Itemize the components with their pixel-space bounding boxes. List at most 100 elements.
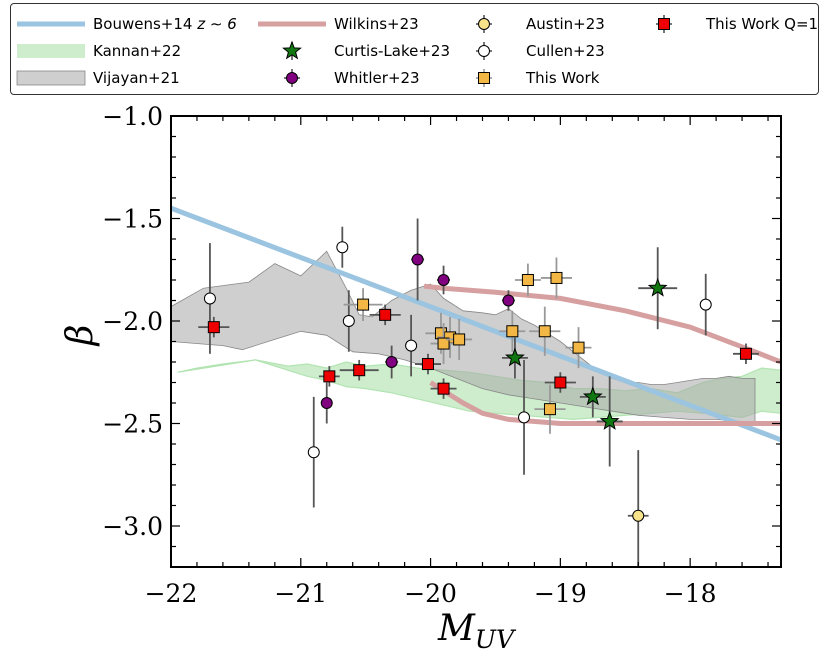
thisworkq1-point: [415, 353, 441, 375]
whitler-marker: [502, 294, 515, 307]
y-tick-label: −1.0: [102, 102, 163, 131]
austin-point: [627, 450, 649, 567]
thisworkq1-marker: [554, 376, 567, 389]
thiswork-marker: [521, 274, 534, 286]
legend-entry-vijayan: Vijayan+21: [15, 67, 180, 89]
cullen-point: [342, 290, 355, 352]
legend-symbol-kannan: [17, 44, 85, 58]
whitler-marker: [411, 253, 424, 266]
thisworkq1-point: [318, 366, 340, 387]
legend-label: Cullen+23: [526, 42, 605, 60]
thisworkq1-marker: [207, 321, 220, 334]
curtis-point: [596, 376, 623, 467]
curtis-marker: [647, 277, 668, 297]
thiswork-point: [499, 310, 526, 352]
legend-symbol-curtis: [282, 40, 302, 60]
wilkins-line-lower: [429, 380, 781, 426]
y-tick-label: −1.5: [102, 205, 163, 234]
thisworkq1-marker: [421, 358, 434, 371]
whitler-point: [411, 218, 425, 301]
curtis-point: [638, 247, 678, 330]
legend-label: Whitler+23: [334, 69, 420, 87]
legend-band-swatch: [16, 70, 86, 86]
y-tick-label: −3.0: [102, 512, 163, 541]
cullen-point: [518, 359, 531, 475]
thisworkq1-point: [369, 304, 401, 326]
thiswork-marker: [453, 333, 466, 346]
legend-entry-thiswork: This Work: [448, 67, 599, 89]
legend: Bouwens+14 z ∼ 6 Kannan+22 Vijayan+21 Wilki…: [10, 3, 819, 95]
thiswork-marker: [538, 325, 551, 338]
curtis-point: [501, 337, 528, 379]
whitler-marker: [320, 397, 333, 409]
legend-entry-whitler: Whitler+23: [256, 67, 420, 89]
thisworkq1-marker: [353, 364, 366, 377]
whitler-marker: [437, 274, 450, 286]
legend-label: Wilkins+23: [334, 15, 419, 33]
thiswork-point: [430, 323, 457, 365]
cullen-marker: [518, 411, 531, 424]
curtis-marker: [599, 411, 620, 430]
legend-marker: [658, 18, 670, 30]
curtis-point: [579, 376, 606, 418]
legend-marker: [282, 40, 302, 60]
cullen-point: [336, 226, 349, 268]
legend-entry-austin: Austin+23: [448, 13, 605, 35]
thiswork-marker: [357, 298, 370, 311]
thiswork-point: [514, 263, 541, 297]
legend-symbol-austin: [476, 15, 492, 33]
cullen-marker: [336, 241, 349, 254]
x-tick-label: −20: [404, 579, 457, 608]
whitler-point: [385, 345, 399, 379]
cullen-point: [307, 396, 320, 508]
legend-symbol-wilkins: [258, 21, 326, 27]
legend-label: This Work: [526, 69, 600, 87]
cullen-point: [699, 273, 712, 336]
thisworkq1-marker: [379, 308, 392, 321]
thiswork-point: [343, 288, 383, 321]
legend-symbol-thisworkq1: [656, 15, 672, 33]
legend-label: Bouwens+14 z ∼ 6: [93, 15, 237, 33]
cullen-marker: [342, 315, 355, 327]
legend-label-italic: z ∼ 6: [197, 15, 237, 33]
legend-entry-curtis: Curtis-Lake+23: [256, 40, 450, 62]
legend-marker: [478, 72, 490, 84]
legend-entry-bouwens: Bouwens+14 z ∼ 6: [15, 13, 237, 35]
legend-symbol-whitler: [284, 69, 300, 87]
legend-band-swatch: [17, 44, 85, 58]
legend-marker: [478, 18, 490, 30]
legend-entry-kannan: Kannan+22: [15, 40, 181, 62]
thiswork-marker: [572, 341, 585, 354]
austin-marker: [632, 509, 645, 522]
whitler-marker: [385, 356, 398, 368]
thiswork-marker: [543, 403, 556, 416]
legend-label: Kannan+22: [93, 42, 182, 60]
thisworkq1-marker: [739, 347, 752, 360]
wilkins-line-upper: [423, 283, 781, 365]
thiswork-point: [540, 257, 573, 299]
cullen-point: [405, 314, 418, 377]
thisworkq1-point: [544, 372, 576, 393]
legend-marker: [478, 45, 490, 57]
legend-label: Vijayan+21: [93, 69, 180, 87]
thisworkq1-marker: [437, 382, 450, 395]
legend-entry-cullen: Cullen+23: [448, 40, 605, 62]
y-tick-label: −2.0: [102, 307, 163, 336]
legend-marker: [286, 72, 298, 84]
cullen-marker: [203, 292, 216, 305]
thisworkq1-point: [732, 343, 759, 365]
thisworkq1-point: [198, 316, 230, 338]
legend-symbol-thiswork: [476, 69, 492, 87]
legend-label: Curtis-Lake+23: [334, 42, 451, 60]
bouwens-line: [171, 205, 781, 443]
thisworkq1-point: [339, 359, 379, 381]
curtis-marker: [582, 386, 603, 406]
legend-entry-thisworkq1: This Work Q=1: [628, 13, 818, 35]
x-axis-title: MUV: [437, 608, 517, 654]
legend-symbol-vijayan: [16, 70, 86, 86]
x-tick-label: −22: [145, 579, 198, 608]
legend-symbol-bouwens: [17, 21, 85, 27]
cullen-point: [203, 243, 216, 354]
thiswork-marker: [437, 337, 450, 350]
